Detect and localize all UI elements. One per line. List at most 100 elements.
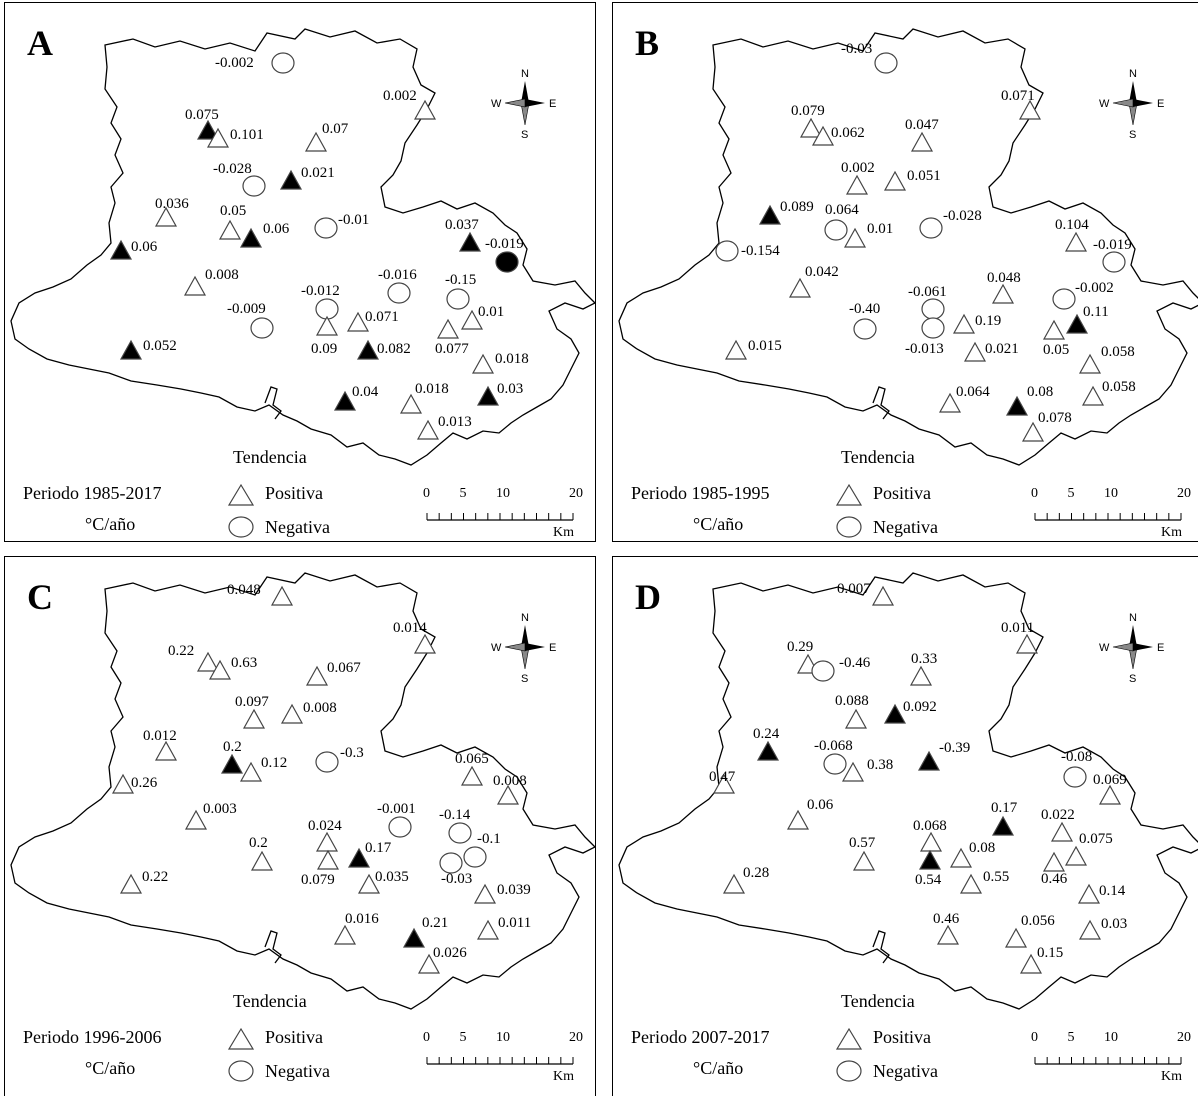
station-triangle-marker: 0.54 bbox=[915, 849, 942, 888]
station-circle-marker: -0.1 bbox=[463, 831, 501, 868]
compass-south: S bbox=[521, 129, 528, 141]
station-triangle-marker: 0.014 bbox=[393, 620, 437, 654]
legend-negative: Negativa bbox=[873, 1061, 938, 1081]
station-trend-label: 0.042 bbox=[805, 264, 839, 280]
map-layer bbox=[618, 28, 1198, 466]
station-triangle-marker: 0.013 bbox=[416, 414, 472, 440]
station-trend-label: 0.052 bbox=[143, 338, 177, 354]
station-circle-marker: -0.154 bbox=[715, 240, 780, 262]
station-triangle-marker: 0.079 bbox=[301, 849, 340, 888]
station-trend-label: -0.001 bbox=[377, 801, 416, 817]
station-triangle-marker: 0.022 bbox=[1041, 807, 1075, 842]
station-triangle-marker: 0.09 bbox=[311, 315, 339, 357]
station-triangle-marker: 0.042 bbox=[788, 264, 839, 298]
station-triangle-marker: 0.24 bbox=[753, 726, 780, 761]
station-trend-label: 0.008 bbox=[493, 773, 527, 789]
legend: Tendencia Periodo 1985-2017 Positiva °C/año… bbox=[23, 447, 330, 538]
station-triangle-marker: 0.08 bbox=[949, 840, 995, 868]
station-triangle-marker: 0.38 bbox=[841, 757, 893, 782]
legend: Tendencia Periodo 2007-2017 Positiva °C/año… bbox=[631, 991, 938, 1082]
panel-letter: B bbox=[635, 23, 659, 63]
station-circle-marker: -0.08 bbox=[1061, 749, 1092, 788]
station-triangle-marker: 0.058 bbox=[1078, 344, 1135, 374]
station-circle-marker: -0.013 bbox=[905, 317, 945, 357]
legend: Tendencia Periodo 1985-1995 Positiva °C/año… bbox=[631, 447, 938, 538]
legend-period: Periodo 2007-2017 bbox=[631, 1027, 770, 1047]
legend-triangle-icon bbox=[835, 483, 863, 506]
station-trend-label: 0.57 bbox=[849, 835, 876, 851]
station-trend-label: 0.22 bbox=[142, 869, 168, 885]
station-trend-label: -0.028 bbox=[943, 208, 982, 224]
station-triangle-marker: 0.018 bbox=[399, 381, 449, 414]
scale-tick-label: 10 bbox=[496, 1030, 510, 1045]
station-trend-label: 0.036 bbox=[155, 196, 189, 212]
station-triangle-marker: 0.17 bbox=[991, 800, 1018, 836]
scale-tick-label: 10 bbox=[496, 486, 510, 501]
station-circle-marker: -0.3 bbox=[315, 745, 364, 773]
station-trend-label: 0.11 bbox=[1083, 304, 1109, 320]
legend-unit: °C/año bbox=[85, 514, 135, 534]
compass-west: W bbox=[1099, 98, 1110, 110]
region-boundary bbox=[10, 28, 597, 466]
legend-circle-icon bbox=[836, 516, 862, 538]
compass-icon: N S W E bbox=[491, 68, 556, 141]
station-circle-marker: -0.002 bbox=[1052, 280, 1114, 310]
station-triangle-marker: 0.003 bbox=[184, 801, 237, 830]
station-triangle-marker: 0.077 bbox=[435, 318, 469, 357]
map-layer bbox=[618, 572, 1198, 1010]
station-trend-label: 0.06 bbox=[807, 797, 834, 813]
station-triangle-marker: 0.26 bbox=[111, 773, 158, 794]
station-triangle-marker: 0.089 bbox=[758, 199, 814, 225]
region-boundary bbox=[10, 572, 597, 1010]
scale-tick-label: 0 bbox=[423, 486, 430, 501]
station-circle-marker: -0.016 bbox=[378, 267, 417, 304]
station-triangle-marker: 0.2 bbox=[249, 835, 274, 871]
station-triangle-marker: 0.092 bbox=[883, 699, 937, 724]
station-circle-marker: -0.061 bbox=[908, 284, 947, 320]
station-trend-label: 0.051 bbox=[907, 168, 941, 184]
station-trend-label: -0.028 bbox=[213, 161, 252, 177]
legend-triangle-icon bbox=[227, 1027, 255, 1050]
legend-positive: Positiva bbox=[265, 483, 323, 503]
station-triangle-marker: 0.015 bbox=[724, 338, 782, 360]
station-trend-label: 0.056 bbox=[1021, 913, 1055, 929]
station-triangle-marker: 0.075 bbox=[1064, 831, 1113, 866]
station-trend-label: -0.019 bbox=[485, 236, 524, 252]
legend-period: Periodo 1985-2017 bbox=[23, 483, 162, 503]
station-triangle-marker: 0.101 bbox=[206, 127, 264, 148]
station-triangle-marker: 0.071 bbox=[346, 309, 399, 332]
compass-north: N bbox=[521, 68, 529, 80]
map-panel-d: D 0.007 0.011 0.29 -0.46 0.33 0.088 0.092 0.24 -0… bbox=[612, 556, 1198, 1096]
legend-circle-icon bbox=[228, 516, 254, 538]
station-triangle-marker: 0.04 bbox=[333, 384, 379, 411]
station-trend-label: 0.024 bbox=[308, 818, 342, 834]
scale-tick-label: 0 bbox=[1031, 486, 1038, 501]
station-trend-label: 0.082 bbox=[377, 341, 411, 357]
station-triangle-marker: 0.037 bbox=[445, 217, 482, 252]
station-trend-label: 0.022 bbox=[1041, 807, 1075, 823]
legend-circle-icon bbox=[836, 1060, 862, 1082]
station-trend-label: -0.012 bbox=[301, 283, 340, 299]
legend-positive: Positiva bbox=[265, 1027, 323, 1047]
station-trend-label: 0.01 bbox=[478, 304, 504, 320]
station-trend-label: 0.011 bbox=[1001, 620, 1034, 636]
compass-east: E bbox=[1157, 642, 1164, 654]
station-triangle-marker: 0.03 bbox=[476, 381, 523, 406]
legend-triangle-icon bbox=[227, 483, 255, 506]
legend-negative: Negativa bbox=[873, 517, 938, 537]
station-triangle-marker: 0.008 bbox=[280, 700, 337, 724]
region-boundary bbox=[618, 28, 1198, 466]
station-triangle-marker: 0.051 bbox=[883, 168, 941, 191]
station-triangle-marker: 0.002 bbox=[841, 160, 875, 195]
station-trend-label: 0.069 bbox=[1093, 772, 1127, 788]
compass-icon: N S W E bbox=[1099, 68, 1164, 141]
station-trend-label: 0.55 bbox=[983, 869, 1009, 885]
station-trend-label: 0.28 bbox=[743, 865, 769, 881]
station-triangle-marker: 0.016 bbox=[333, 911, 379, 945]
station-trend-label: -0.03 bbox=[441, 871, 472, 887]
legend-unit: °C/año bbox=[693, 1058, 743, 1078]
scale-tick-label: 5 bbox=[460, 1030, 467, 1045]
station-triangle-marker: 0.21 bbox=[402, 915, 448, 948]
scale-bar: 0 5 10 20 Km bbox=[1031, 1030, 1191, 1084]
scale-tick-label: 20 bbox=[569, 1030, 583, 1045]
